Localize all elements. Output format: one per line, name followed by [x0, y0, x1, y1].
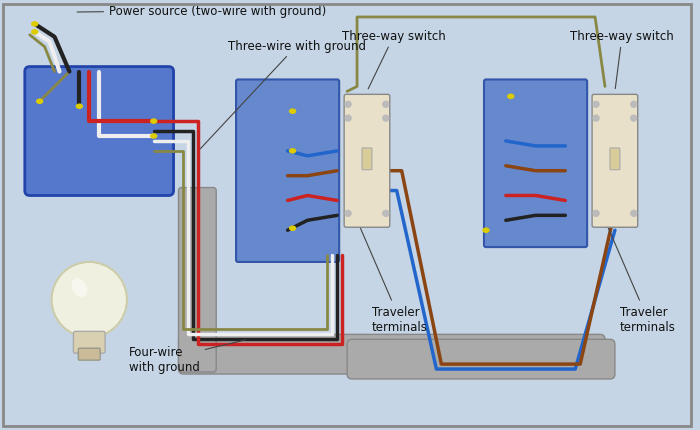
- FancyBboxPatch shape: [25, 68, 174, 196]
- Ellipse shape: [32, 23, 38, 27]
- Ellipse shape: [290, 150, 295, 154]
- FancyBboxPatch shape: [78, 348, 100, 360]
- Text: Three-way switch: Three-way switch: [570, 30, 674, 89]
- FancyBboxPatch shape: [178, 335, 605, 374]
- Ellipse shape: [150, 135, 157, 139]
- FancyBboxPatch shape: [610, 148, 620, 170]
- Text: Traveler
terminals: Traveler terminals: [606, 223, 676, 334]
- Circle shape: [345, 116, 351, 122]
- FancyBboxPatch shape: [74, 332, 105, 353]
- Text: Four-wire
with ground: Four-wire with ground: [129, 340, 245, 373]
- Text: Three-wire with ground: Three-wire with ground: [200, 40, 366, 150]
- Circle shape: [52, 262, 127, 338]
- Ellipse shape: [290, 227, 295, 231]
- FancyBboxPatch shape: [344, 95, 390, 228]
- FancyBboxPatch shape: [592, 95, 638, 228]
- Ellipse shape: [71, 279, 87, 297]
- Ellipse shape: [150, 120, 157, 124]
- Ellipse shape: [290, 110, 295, 114]
- FancyBboxPatch shape: [236, 80, 340, 262]
- Circle shape: [593, 211, 599, 217]
- Circle shape: [383, 102, 389, 108]
- Circle shape: [345, 102, 351, 108]
- Ellipse shape: [508, 95, 514, 99]
- Circle shape: [383, 116, 389, 122]
- Text: Three-way switch: Three-way switch: [342, 30, 446, 89]
- Circle shape: [383, 211, 389, 217]
- Ellipse shape: [483, 229, 489, 233]
- FancyBboxPatch shape: [484, 80, 587, 248]
- Ellipse shape: [76, 105, 83, 109]
- FancyBboxPatch shape: [347, 340, 615, 379]
- Circle shape: [631, 116, 637, 122]
- Circle shape: [593, 102, 599, 108]
- Ellipse shape: [32, 31, 38, 35]
- Text: Traveler
terminals: Traveler terminals: [358, 223, 428, 334]
- Circle shape: [593, 116, 599, 122]
- Ellipse shape: [36, 100, 43, 104]
- FancyBboxPatch shape: [178, 188, 216, 372]
- Circle shape: [631, 102, 637, 108]
- FancyBboxPatch shape: [362, 148, 372, 170]
- Circle shape: [631, 211, 637, 217]
- Circle shape: [345, 211, 351, 217]
- Text: Power source (two-wire with ground): Power source (two-wire with ground): [77, 5, 326, 18]
